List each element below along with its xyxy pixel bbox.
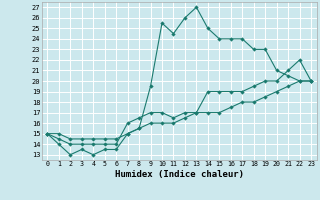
X-axis label: Humidex (Indice chaleur): Humidex (Indice chaleur) bbox=[115, 170, 244, 179]
